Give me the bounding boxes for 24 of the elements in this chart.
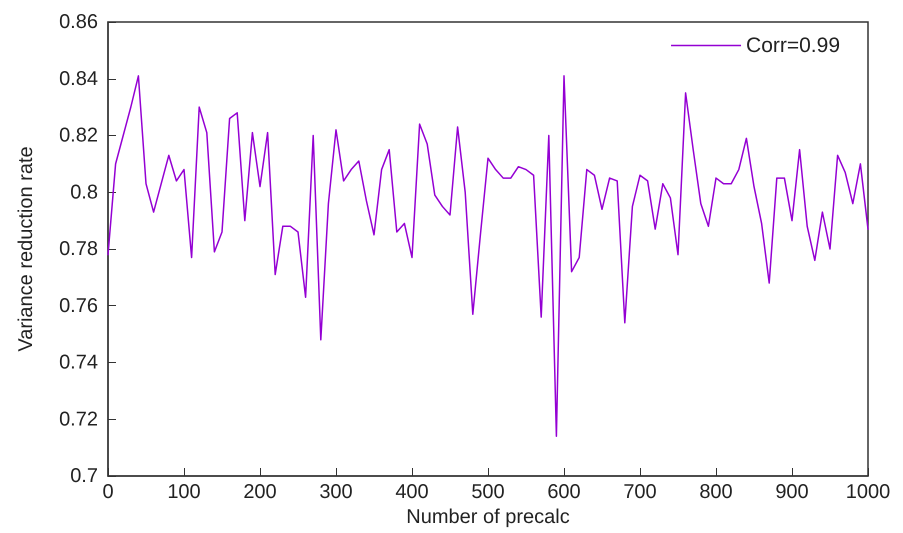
line-series bbox=[107, 75, 869, 438]
y-tick-label: 0.84 bbox=[59, 68, 98, 90]
y-tick-label: 0.74 bbox=[59, 352, 98, 374]
x-tick-label: 400 bbox=[395, 481, 429, 503]
x-tick-label: 300 bbox=[319, 481, 353, 503]
x-tick-label: 0 bbox=[102, 481, 114, 503]
y-tick-label: 0.86 bbox=[59, 11, 98, 33]
x-tick-label: 600 bbox=[547, 481, 581, 503]
y-tick-label: 0.82 bbox=[59, 124, 98, 146]
x-tick-label: 900 bbox=[775, 481, 809, 503]
x-tick-label: 700 bbox=[623, 481, 657, 503]
y-axis-title: Variance reduction rate bbox=[15, 146, 37, 352]
y-tick-label: 0.72 bbox=[59, 408, 98, 430]
y-tick-label: 0.7 bbox=[70, 465, 98, 487]
y-tick-label: 0.78 bbox=[59, 238, 98, 260]
x-tick-label: 100 bbox=[167, 481, 201, 503]
x-tick-label: 200 bbox=[243, 481, 277, 503]
x-tick-label: 500 bbox=[471, 481, 505, 503]
y-tick-label: 0.76 bbox=[59, 294, 98, 317]
legend-label: Corr=0.99 bbox=[746, 34, 840, 57]
x-tick-label: 1000 bbox=[846, 481, 890, 503]
x-tick-label: 800 bbox=[699, 481, 733, 503]
y-tick-label: 0.8 bbox=[70, 181, 98, 204]
x-axis-title: Number of precalc bbox=[406, 506, 570, 528]
